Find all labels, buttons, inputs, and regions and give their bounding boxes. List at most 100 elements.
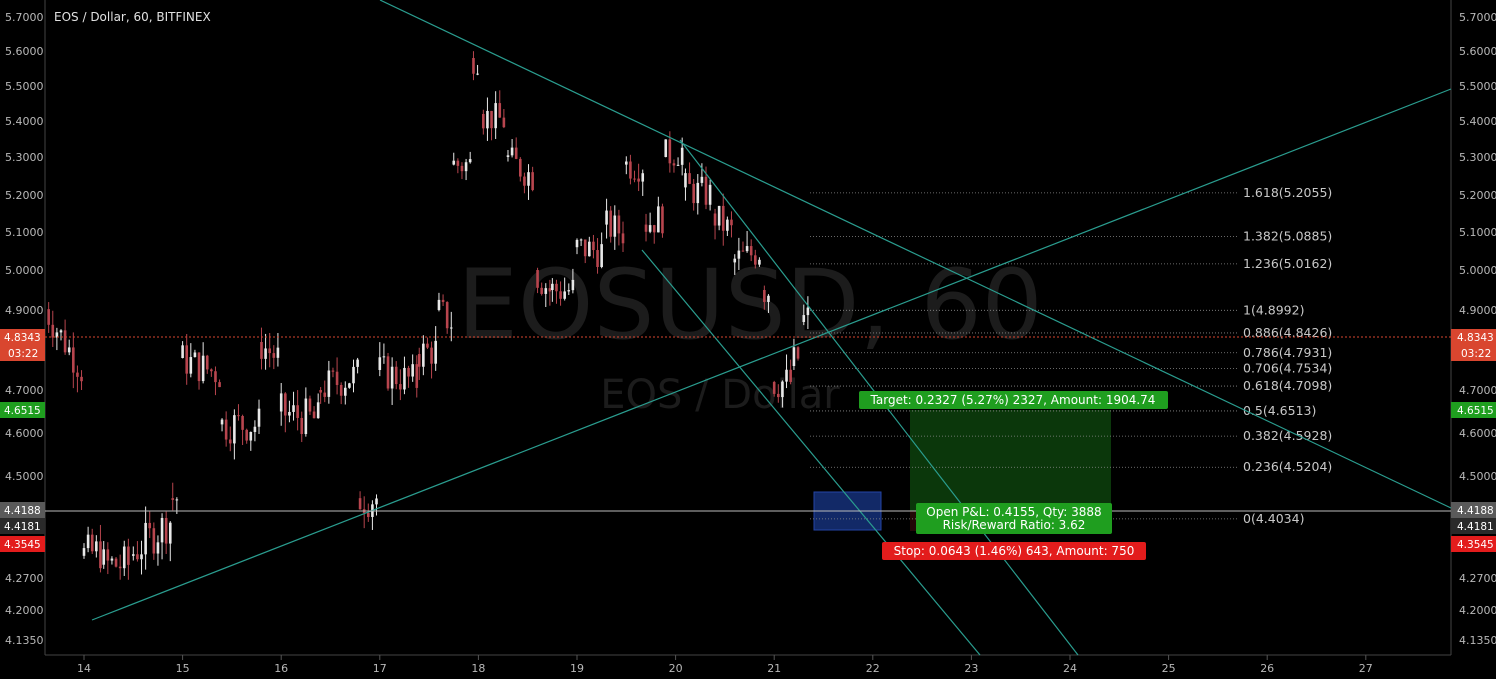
candle-body-185 xyxy=(792,347,796,366)
candle-body-134 xyxy=(583,239,587,257)
candle-body-184 xyxy=(789,369,792,382)
y-tick-right-0: 5.7000 xyxy=(1459,11,1496,24)
y-tick-left-3: 5.4000 xyxy=(5,115,44,128)
candle-body-133 xyxy=(579,239,583,241)
candle-body-25 xyxy=(148,522,152,529)
candle-body-28 xyxy=(160,517,164,543)
candle-body-180 xyxy=(772,382,776,394)
y-tick-left-6: 5.1000 xyxy=(5,226,44,239)
candle-body-18 xyxy=(118,566,122,569)
chart-title: EOS / Dollar, 60, BITFINEX xyxy=(54,10,211,24)
candle-body-124 xyxy=(544,288,548,294)
candle-body-152 xyxy=(657,206,660,233)
candle-body-56 xyxy=(272,353,276,358)
candle-body-162 xyxy=(696,182,700,204)
candle-body-7 xyxy=(76,372,79,377)
target-label[interactable]: Target: 0.2327 (5.27%) 2327, Amount: 190… xyxy=(859,391,1168,409)
badge-current-price-left: 4.8343 xyxy=(4,332,41,344)
candle-body-92 xyxy=(415,364,419,388)
candle-body-21 xyxy=(132,554,135,556)
candle-body-120 xyxy=(527,172,530,186)
y-tick-right-9: 4.7000 xyxy=(1459,384,1496,397)
y-tick-right-11: 4.5000 xyxy=(1459,470,1496,483)
left-price-axis[interactable]: 5.7000 5.6000 5.5000 5.4000 5.3000 5.2000 5.10… xyxy=(5,11,44,647)
y-tick-left-9: 4.7000 xyxy=(5,384,44,397)
candle-body-41 xyxy=(214,371,217,383)
candle-body-121 xyxy=(531,172,534,191)
candle-body-173 xyxy=(741,250,745,252)
candle-body-175 xyxy=(749,246,753,256)
candle-body-36 xyxy=(193,352,197,358)
candle-body-138 xyxy=(600,244,603,267)
pnl-label[interactable]: Open P&L: 0.4155, Qty: 3888 Risk/Reward … xyxy=(916,503,1112,534)
candle-body-141 xyxy=(613,215,617,237)
candle-body-84 xyxy=(382,356,386,358)
candle-body-86 xyxy=(390,366,394,389)
candle-body-16 xyxy=(110,558,114,561)
candle-body-109 xyxy=(482,114,485,129)
candle-body-127 xyxy=(555,283,558,292)
candle-body-176 xyxy=(754,255,757,265)
y-tick-left-0: 5.7000 xyxy=(5,11,44,24)
candle-body-39 xyxy=(205,355,209,370)
y-tick-left-8: 4.9000 xyxy=(5,304,44,317)
badge-countdown-left: 03:22 xyxy=(8,348,38,360)
y-tick-left-7: 5.0000 xyxy=(5,264,44,277)
candle-body-51 xyxy=(253,426,257,432)
candle-body-52 xyxy=(257,408,261,427)
candle-body-10 xyxy=(86,534,90,549)
candle-body-46 xyxy=(233,415,236,444)
candle-body-102 xyxy=(452,160,456,165)
candle-body-75 xyxy=(348,383,351,388)
trend-line-ascending-support[interactable] xyxy=(91,88,1452,621)
candle-body-31 xyxy=(171,498,175,500)
candle-body-2 xyxy=(55,332,59,338)
stop-label[interactable]: Stop: 0.0643 (1.46%) 643, Amount: 750 xyxy=(882,542,1146,560)
candle-body-168 xyxy=(721,205,725,231)
candle-body-55 xyxy=(268,348,271,354)
candle-body-50 xyxy=(249,431,253,441)
trend-line-upper-descending[interactable] xyxy=(379,0,1452,509)
candlestick-series[interactable] xyxy=(47,51,810,580)
trend-line-channel-bottom[interactable] xyxy=(641,249,981,656)
candle-body-24 xyxy=(144,522,147,555)
candle-body-15 xyxy=(106,549,110,561)
candle-body-77 xyxy=(356,359,359,367)
watermark-symbol: EOSUSD, 60 xyxy=(457,249,1042,361)
candle-body-76 xyxy=(352,366,355,384)
candle-body-11 xyxy=(90,534,94,552)
x-tick-11: 25 xyxy=(1162,662,1176,675)
candle-body-181 xyxy=(777,393,780,398)
candle-body-91 xyxy=(411,364,414,377)
candle-body-187 xyxy=(802,315,806,322)
candle-body-166 xyxy=(713,213,717,226)
candle-body-14 xyxy=(102,549,106,565)
y-tick-right-6: 5.1000 xyxy=(1459,226,1496,239)
candle-body-101 xyxy=(449,327,453,329)
fib-label-2: 1.236(5.0162) xyxy=(1243,256,1332,271)
candle-body-90 xyxy=(407,367,410,377)
candle-body-64 xyxy=(304,398,308,435)
right-price-axis[interactable]: 5.7000 5.6000 5.5000 5.4000 5.3000 5.2000 5.10… xyxy=(1459,11,1496,647)
candle-body-106 xyxy=(468,159,472,163)
candle-body-143 xyxy=(621,233,625,244)
y-tick-right-2: 5.5000 xyxy=(1459,80,1496,93)
candle-body-131 xyxy=(571,279,575,291)
candle-body-179 xyxy=(767,295,770,302)
candle-body-186 xyxy=(796,347,800,359)
candle-body-54 xyxy=(264,348,267,359)
fib-label-11: 0(4.4034) xyxy=(1243,511,1304,526)
candle-body-27 xyxy=(156,542,160,554)
candle-body-163 xyxy=(700,176,704,183)
candle-body-112 xyxy=(494,103,497,129)
target-zone[interactable] xyxy=(910,410,1111,511)
time-axis[interactable]: 14 15 16 17 18 19 20 21 22 23 24 25 26 27 xyxy=(77,655,1373,675)
candle-body-33 xyxy=(181,345,184,358)
x-tick-6: 20 xyxy=(669,662,683,675)
candle-body-37 xyxy=(197,352,201,382)
fib-label-6: 0.706(4.7534) xyxy=(1243,361,1332,376)
candle-body-62 xyxy=(296,405,299,418)
candle-body-103 xyxy=(456,160,460,166)
